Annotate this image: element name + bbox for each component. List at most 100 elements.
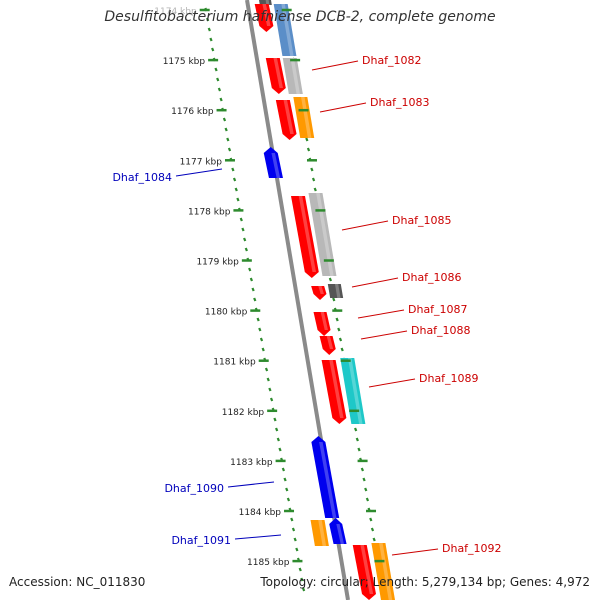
- gene-feature: [311, 436, 340, 518]
- tick-mark: [298, 567, 302, 572]
- accession-text: Accession: NC_011830: [9, 575, 146, 589]
- tick-mark: [281, 467, 286, 472]
- label-leader: [391, 548, 439, 556]
- gene-highlight: [273, 58, 284, 88]
- scale-label: 1174 kbp: [154, 7, 197, 17]
- tick-mark: [256, 317, 260, 322]
- tick-mark: [310, 167, 314, 172]
- gene-arrow: [311, 286, 327, 300]
- gene-feature: [371, 543, 395, 600]
- label-leader: [311, 60, 359, 71]
- scale-label: 1179 kbp: [196, 258, 239, 268]
- scale-label: 1182 kbp: [222, 408, 265, 418]
- gene-arrow: [293, 97, 315, 138]
- gene-highlight: [262, 4, 271, 26]
- gene-label[interactable]: Dhaf_1086: [402, 271, 462, 284]
- scale-label: 1176 kbp: [171, 107, 214, 117]
- tick-mark: [219, 97, 223, 102]
- gene-label[interactable]: Dhaf_1092: [442, 542, 502, 555]
- label-leader: [227, 481, 275, 488]
- gene-feature: [352, 545, 376, 600]
- label-leader: [234, 534, 282, 540]
- gene-feature: [308, 193, 337, 276]
- tick-mark: [251, 287, 255, 292]
- gene-feature: [254, 4, 274, 32]
- tick-mark: [354, 427, 358, 432]
- gene-highlight: [298, 196, 316, 272]
- tick-mark: [355, 437, 359, 442]
- tick-mark: [340, 347, 344, 352]
- tick-mark: [269, 397, 274, 402]
- gene-arrow: [278, 30, 297, 56]
- tick-mark: [209, 37, 213, 42]
- scale-label: 1175 kbp: [163, 57, 206, 67]
- gene-highlight: [271, 153, 281, 178]
- left-tick-track: [204, 7, 306, 592]
- topology-summary: Topology: circular; Length: 5,279,134 bp…: [260, 575, 590, 589]
- tick-mark: [222, 117, 227, 122]
- tick-mark: [311, 177, 316, 182]
- tick-mark: [357, 447, 361, 452]
- tick-mark: [290, 517, 294, 522]
- gene-highlight: [319, 442, 337, 518]
- tick-mark: [365, 497, 370, 502]
- label-leader: [351, 277, 399, 288]
- tick-mark: [259, 337, 264, 342]
- gene-label[interactable]: Dhaf_1083: [370, 96, 430, 109]
- tick-mark: [206, 17, 210, 22]
- scale-label: 1177 kbp: [180, 157, 223, 167]
- tick-mark: [276, 437, 280, 442]
- gene-highlight: [318, 286, 324, 294]
- gene-feature: [327, 284, 344, 298]
- gene-arrow: [265, 58, 286, 94]
- tick-mark: [283, 477, 287, 482]
- gene-highlight: [347, 358, 363, 424]
- gene-feature: [263, 147, 283, 178]
- tick-mark: [214, 67, 218, 72]
- gene-arrow: [319, 336, 336, 355]
- gene-label[interactable]: Dhaf_1088: [411, 324, 471, 337]
- gene-arrow: [263, 147, 283, 178]
- tick-mark: [360, 467, 365, 472]
- gene-label[interactable]: Dhaf_1091: [171, 534, 231, 547]
- gene-feature: [310, 520, 329, 546]
- gene-label[interactable]: Dhaf_1090: [164, 482, 224, 495]
- tick-mark: [236, 197, 240, 202]
- gene-labels: Dhaf_1082 Dhaf_1083 Dhaf_1084 Dhaf_1085 Dhaf…: [112, 54, 502, 556]
- gene-feature: [275, 100, 297, 140]
- tick-mark: [306, 147, 311, 152]
- tick-mark: [285, 487, 289, 492]
- gene-feature: [293, 97, 315, 138]
- tick-mark: [275, 427, 279, 432]
- gene-label[interactable]: Dhaf_1087: [408, 303, 468, 316]
- tick-mark: [362, 477, 366, 482]
- gene-arrow: [275, 100, 297, 140]
- tick-mark: [372, 537, 376, 542]
- gene-feature: [319, 336, 336, 355]
- tick-mark: [244, 247, 248, 252]
- gene-highlight: [320, 312, 328, 330]
- gene-label[interactable]: Dhaf_1082: [362, 54, 422, 67]
- tick-mark: [217, 87, 222, 92]
- tick-mark: [266, 377, 270, 382]
- tick-mark: [231, 167, 235, 172]
- tick-mark: [293, 537, 297, 542]
- tick-mark: [216, 77, 220, 82]
- gene-label[interactable]: Dhaf_1085: [392, 214, 452, 227]
- gene-highlight: [283, 100, 294, 134]
- label-leader: [360, 330, 408, 340]
- gene-arrow: [290, 196, 319, 278]
- gene-label[interactable]: Dhaf_1089: [419, 372, 479, 385]
- tick-mark: [273, 417, 277, 422]
- gene-highlight: [326, 336, 334, 349]
- tick-mark: [337, 327, 341, 332]
- gene-arrow: [311, 436, 340, 518]
- label-leader: [175, 168, 223, 177]
- gene-arrow: [259, 0, 272, 5]
- gene-highlight: [329, 360, 344, 418]
- scale-label: 1178 kbp: [188, 207, 231, 217]
- gene-label[interactable]: Dhaf_1084: [112, 171, 172, 184]
- tick-mark: [248, 267, 252, 272]
- tick-mark: [239, 217, 243, 222]
- gene-highlight: [316, 193, 334, 276]
